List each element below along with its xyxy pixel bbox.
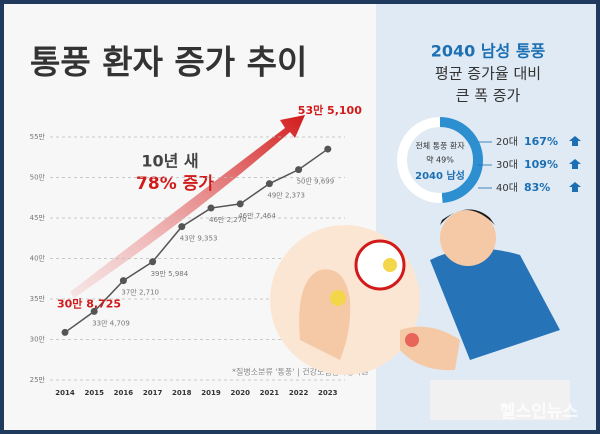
illustration (270, 209, 570, 420)
annotation: 78% 증가 (136, 174, 214, 194)
x-tick-label: 2016 (114, 389, 134, 397)
point (207, 204, 215, 212)
rate-label: 167% (524, 135, 558, 148)
point (324, 145, 332, 153)
data-label: 46만 2,270 (209, 215, 247, 224)
point (149, 258, 157, 266)
point (178, 223, 186, 231)
age-label: 20대 (496, 136, 518, 148)
x-tick-label: 2020 (230, 389, 250, 397)
point (295, 166, 303, 174)
y-tick-label: 30만 (30, 335, 46, 344)
data-label: 50만 9,699 (297, 177, 335, 186)
x-tick-label: 2021 (260, 389, 280, 397)
point (236, 200, 244, 208)
annotation: 10년 새 (141, 152, 198, 171)
x-tick-label: 2014 (55, 389, 75, 397)
x-tick-label: 2015 (84, 389, 104, 397)
age-label: 40대 (496, 182, 518, 194)
donut-label: 전체 통풍 환자 (415, 141, 465, 151)
x-tick-label: 2023 (318, 389, 338, 397)
y-tick-label: 45만 (30, 213, 46, 222)
y-tick-label: 35만 (30, 294, 46, 303)
up-arrow (569, 136, 581, 146)
data-label: 43만 9,353 (180, 234, 218, 243)
point (90, 307, 98, 315)
donut-rest (397, 117, 483, 203)
data-label: 49만 2,373 (267, 191, 305, 200)
y-tick-label: 25만 (30, 375, 46, 384)
data-label: 39만 5,984 (151, 269, 189, 278)
data-label: 53만 5,100 (298, 103, 362, 117)
panel-title: 평균 증가율 대비 (435, 65, 541, 83)
x-tick-label: 2022 (289, 389, 309, 397)
data-label: 37만 2,710 (121, 288, 159, 297)
up-arrow (569, 182, 581, 192)
x-tick-label: 2017 (143, 389, 163, 397)
y-tick-label: 40만 (30, 254, 46, 263)
data-label: 30만 8,725 (57, 296, 121, 310)
data-label: 33만 4,709 (92, 318, 130, 327)
point (61, 328, 69, 336)
trend-arrow (70, 115, 305, 298)
rate-label: 83% (524, 181, 550, 194)
donut-label: 2040 남성 (415, 169, 465, 182)
point (265, 180, 273, 188)
up-arrow (569, 159, 581, 169)
age-label: 30대 (496, 159, 518, 171)
rate-label: 109% (524, 158, 558, 171)
watermark: 헬스인뉴스 (500, 402, 579, 422)
point (119, 277, 127, 285)
y-tick-label: 50만 (30, 173, 46, 182)
source: *질병소분류 '통풍' | 건강보험심사평가원 (232, 367, 368, 377)
y-tick-label: 55만 (30, 132, 46, 141)
line (64, 148, 329, 334)
chart-title: 통풍 환자 증가 추이 (30, 43, 307, 82)
x-tick-label: 2019 (201, 389, 221, 397)
donut-label: 약 49% (426, 155, 454, 165)
panel-title: 큰 폭 증가 (456, 87, 521, 105)
panel-title: 2040 남성 통풍 (431, 42, 546, 61)
data-label: 46만 7,464 (238, 211, 276, 220)
x-tick-label: 2018 (172, 389, 192, 397)
